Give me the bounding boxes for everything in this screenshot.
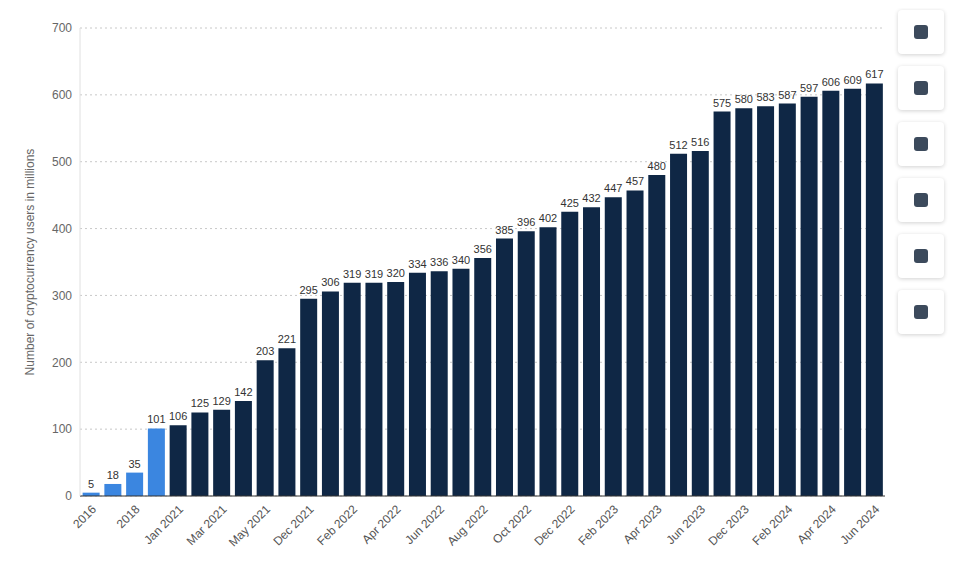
svg-text:400: 400 — [52, 222, 72, 236]
svg-text:0: 0 — [65, 489, 72, 503]
svg-text:2018: 2018 — [114, 502, 143, 531]
svg-text:Feb 2024: Feb 2024 — [749, 502, 795, 548]
svg-text:306: 306 — [321, 276, 339, 288]
svg-text:385: 385 — [495, 224, 513, 236]
svg-text:Jan 2021: Jan 2021 — [141, 502, 186, 547]
svg-text:Jun 2022: Jun 2022 — [402, 502, 447, 547]
svg-text:35: 35 — [128, 458, 140, 470]
svg-text:Feb 2022: Feb 2022 — [314, 502, 360, 548]
svg-text:480: 480 — [648, 160, 666, 172]
svg-text:606: 606 — [822, 76, 840, 88]
svg-text:617: 617 — [865, 68, 883, 80]
svg-text:Dec 2022: Dec 2022 — [531, 502, 577, 548]
svg-text:319: 319 — [343, 268, 361, 280]
svg-text:587: 587 — [778, 89, 796, 101]
svg-text:575: 575 — [713, 97, 731, 109]
svg-text:336: 336 — [430, 256, 448, 268]
svg-text:Dec 2023: Dec 2023 — [705, 502, 751, 548]
svg-text:334: 334 — [408, 258, 426, 270]
svg-text:516: 516 — [691, 136, 709, 148]
svg-text:319: 319 — [365, 268, 383, 280]
svg-text:18: 18 — [107, 469, 119, 481]
svg-text:Apr 2024: Apr 2024 — [794, 502, 839, 547]
svg-text:Feb 2023: Feb 2023 — [575, 502, 621, 548]
svg-text:Mar 2021: Mar 2021 — [184, 502, 230, 548]
svg-text:340: 340 — [452, 254, 470, 266]
svg-text:300: 300 — [52, 289, 72, 303]
svg-text:580: 580 — [735, 93, 753, 105]
svg-text:May 2021: May 2021 — [226, 502, 273, 549]
svg-text:Aug 2022: Aug 2022 — [444, 502, 490, 548]
svg-text:200: 200 — [52, 356, 72, 370]
svg-text:295: 295 — [299, 284, 317, 296]
svg-text:320: 320 — [387, 267, 405, 279]
svg-text:447: 447 — [604, 182, 622, 194]
svg-text:500: 500 — [52, 155, 72, 169]
svg-text:609: 609 — [843, 74, 861, 86]
svg-text:221: 221 — [278, 333, 296, 345]
svg-text:425: 425 — [561, 197, 579, 209]
svg-text:Jun 2023: Jun 2023 — [663, 502, 708, 547]
svg-text:432: 432 — [582, 192, 600, 204]
svg-text:Dec 2021: Dec 2021 — [270, 502, 316, 548]
svg-text:142: 142 — [234, 386, 252, 398]
svg-text:457: 457 — [626, 175, 644, 187]
svg-text:100: 100 — [52, 422, 72, 436]
svg-text:Jun 2024: Jun 2024 — [837, 502, 882, 547]
svg-text:203: 203 — [256, 345, 274, 357]
svg-text:5: 5 — [88, 478, 94, 490]
svg-text:597: 597 — [800, 82, 818, 94]
svg-text:583: 583 — [756, 91, 774, 103]
svg-text:129: 129 — [212, 395, 230, 407]
svg-text:396: 396 — [517, 216, 535, 228]
svg-text:2016: 2016 — [70, 502, 99, 531]
svg-text:700: 700 — [52, 21, 72, 35]
svg-text:Number of cryptocurrency users: Number of cryptocurrency users in millio… — [23, 149, 37, 376]
svg-text:Apr 2023: Apr 2023 — [620, 502, 665, 547]
svg-text:402: 402 — [539, 212, 557, 224]
svg-text:106: 106 — [169, 410, 187, 422]
svg-text:125: 125 — [191, 397, 209, 409]
svg-text:356: 356 — [474, 243, 492, 255]
svg-text:Oct 2022: Oct 2022 — [490, 502, 535, 547]
svg-text:101: 101 — [147, 413, 165, 425]
svg-text:Apr 2022: Apr 2022 — [359, 502, 404, 547]
svg-text:600: 600 — [52, 88, 72, 102]
svg-text:512: 512 — [669, 139, 687, 151]
